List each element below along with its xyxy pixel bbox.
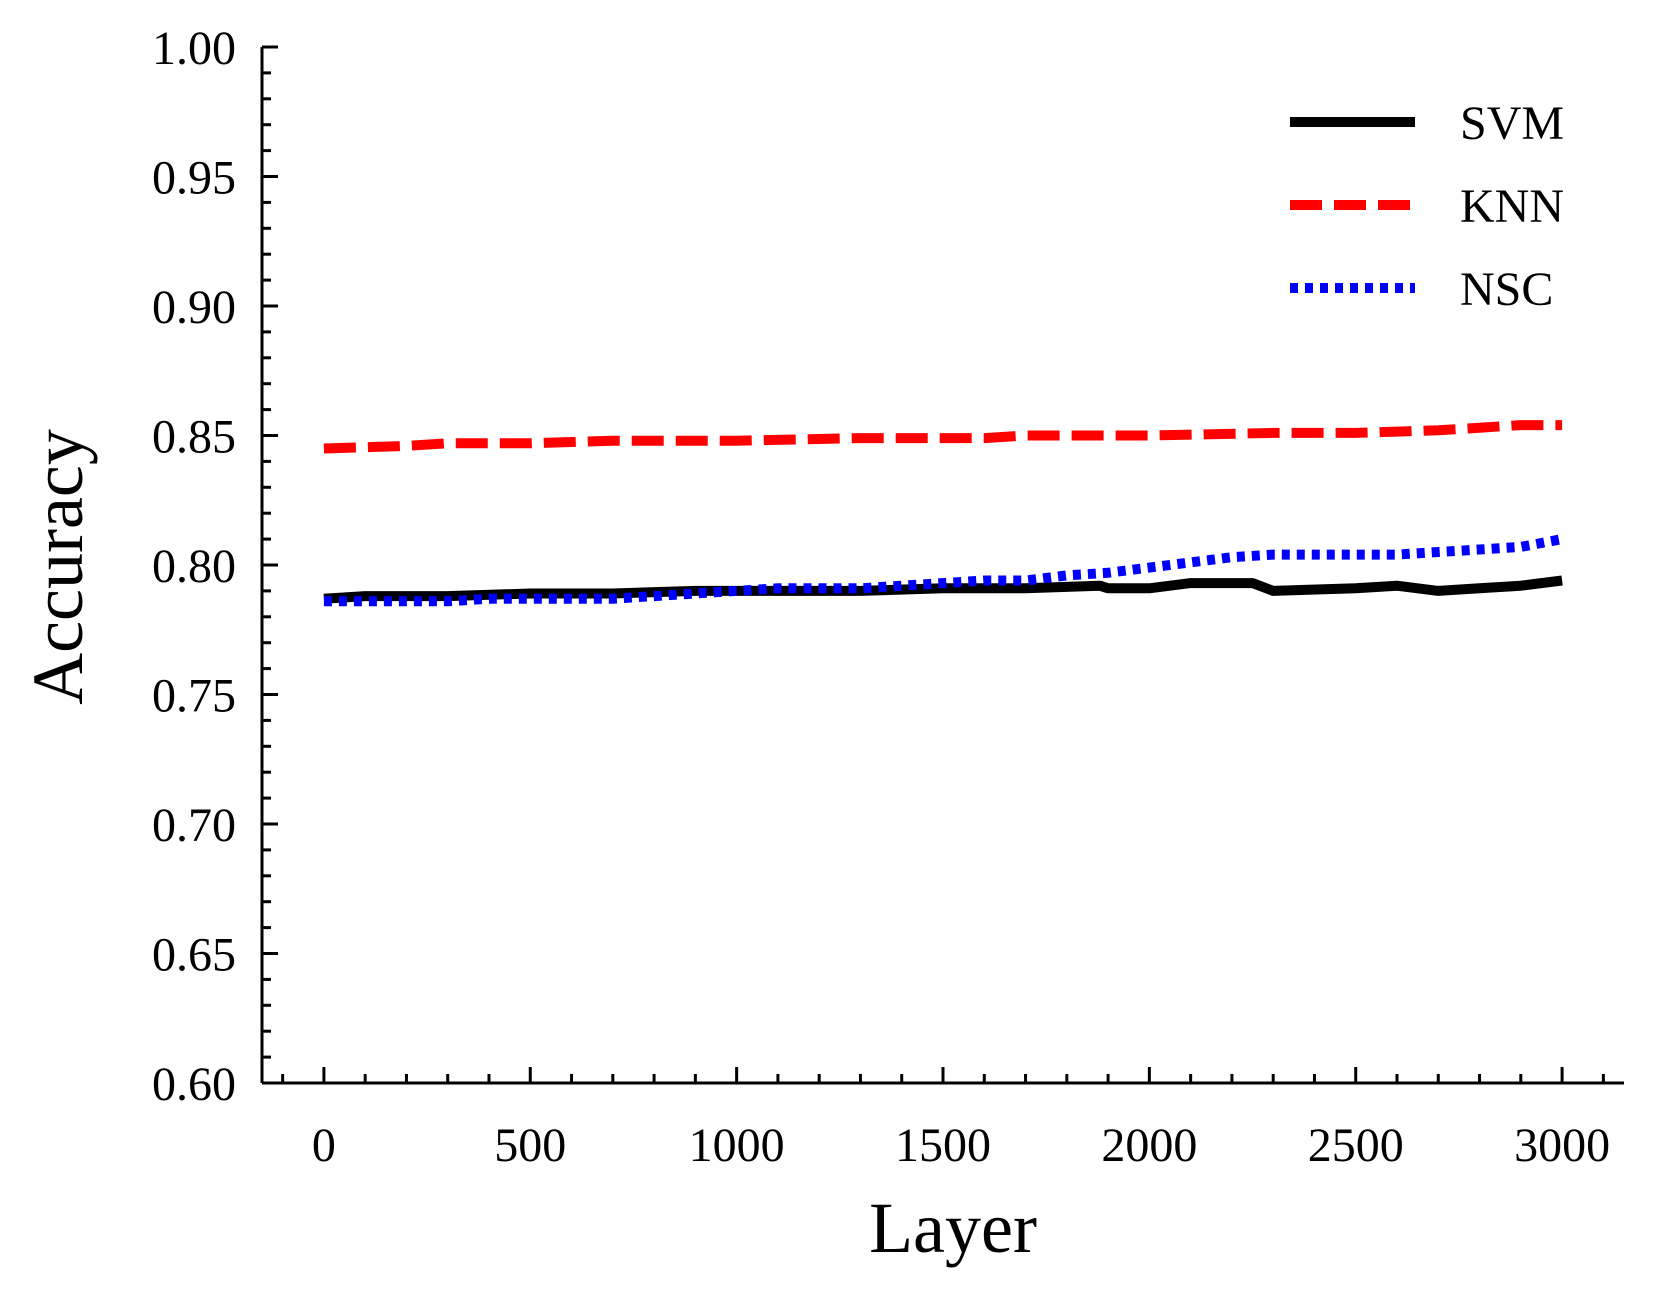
legend-label-knn: KNN [1460, 180, 1564, 233]
y-tick-label: 1.00 [152, 22, 236, 75]
series-line-nsc [323, 534, 1564, 607]
x-tick-label: 2000 [1101, 1119, 1197, 1172]
x-axis-title: Layer [869, 1188, 1037, 1268]
legend-label-nsc: NSC [1460, 263, 1553, 316]
x-tick-label: 1000 [689, 1119, 785, 1172]
y-tick-label: 0.95 [152, 152, 236, 205]
y-tick-label: 0.80 [152, 540, 236, 593]
x-tick-label: 500 [494, 1119, 566, 1172]
y-tick-label: 0.85 [152, 411, 236, 464]
x-tick-label: 2500 [1308, 1119, 1404, 1172]
x-tick-label: 1500 [895, 1119, 991, 1172]
y-tick-label: 0.65 [152, 929, 236, 982]
series-line-knn [323, 420, 1563, 454]
y-tick-label: 0.90 [152, 281, 236, 334]
y-tick-label: 0.75 [152, 670, 236, 723]
axes: 0 500 1000 1500 2000 2500 3000 0.60 0.65 0.70 0.75… [152, 22, 1624, 1172]
x-tick-label: 0 [312, 1119, 336, 1172]
legend: SVM KNN NSC [1290, 97, 1564, 316]
y-tick-label: 0.60 [152, 1058, 236, 1111]
series-line-svm [323, 575, 1563, 604]
y-axis-title: Accuracy [18, 429, 98, 705]
y-tick-label: 0.70 [152, 799, 236, 852]
x-tick-label: 3000 [1514, 1119, 1610, 1172]
series-layer [323, 420, 1564, 607]
legend-label-svm: SVM [1460, 97, 1564, 150]
